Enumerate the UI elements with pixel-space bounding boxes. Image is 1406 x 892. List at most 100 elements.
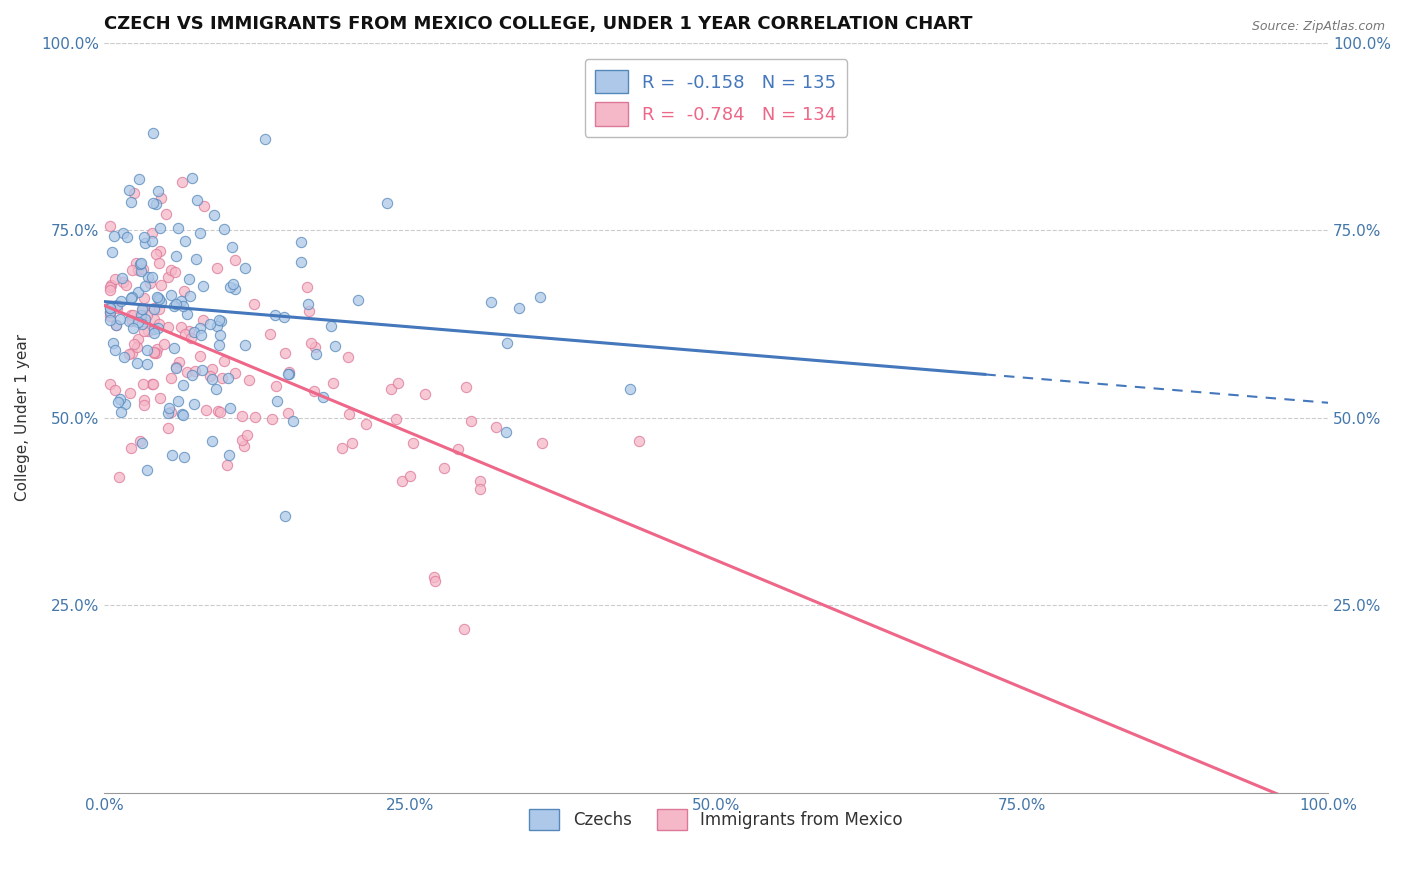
Point — [143, 301, 166, 316]
Point — [146, 291, 169, 305]
Point — [194, 403, 217, 417]
Point — [337, 407, 360, 421]
Point — [128, 257, 150, 271]
Point — [163, 299, 186, 313]
Point — [103, 383, 125, 397]
Point — [218, 401, 240, 415]
Point — [243, 297, 266, 311]
Point — [340, 436, 363, 450]
Point — [167, 220, 190, 235]
Point — [208, 313, 231, 327]
Point — [264, 379, 287, 393]
Point — [131, 317, 153, 331]
Point — [179, 289, 201, 303]
Point — [132, 324, 155, 338]
Point — [211, 371, 233, 385]
Point — [105, 298, 128, 312]
Point — [110, 294, 132, 309]
Point — [193, 312, 215, 326]
Point — [207, 404, 229, 418]
Point — [118, 184, 141, 198]
Point — [160, 262, 183, 277]
Point — [122, 186, 145, 200]
Point — [232, 439, 254, 453]
Point — [330, 441, 353, 455]
Point — [322, 376, 344, 391]
Point — [485, 420, 508, 434]
Point — [165, 265, 187, 279]
Point — [159, 288, 181, 302]
Point — [142, 346, 165, 360]
Point — [177, 272, 200, 286]
Point — [304, 384, 326, 398]
Point — [143, 312, 166, 326]
Point — [145, 346, 167, 360]
Point — [141, 226, 163, 240]
Point — [173, 284, 195, 298]
Point — [172, 377, 194, 392]
Point — [120, 441, 142, 455]
Point — [217, 458, 239, 472]
Point — [224, 282, 246, 296]
Point — [304, 340, 326, 354]
Point — [205, 382, 228, 396]
Point — [127, 332, 149, 346]
Point — [136, 343, 159, 357]
Point — [181, 368, 204, 383]
Point — [141, 270, 163, 285]
Point — [148, 320, 170, 334]
Point — [619, 382, 641, 396]
Point — [134, 311, 156, 326]
Point — [160, 371, 183, 385]
Point — [212, 353, 235, 368]
Point — [188, 349, 211, 363]
Point — [235, 427, 257, 442]
Point — [413, 387, 436, 401]
Point — [468, 475, 491, 489]
Point — [112, 275, 135, 289]
Point — [205, 261, 228, 276]
Point — [167, 354, 190, 368]
Point — [186, 252, 208, 267]
Point — [157, 406, 180, 420]
Point — [131, 302, 153, 317]
Point — [198, 318, 221, 332]
Point — [146, 290, 169, 304]
Point — [297, 304, 319, 318]
Point — [132, 398, 155, 412]
Point — [160, 448, 183, 462]
Point — [142, 377, 165, 392]
Point — [190, 362, 212, 376]
Point — [529, 290, 551, 304]
Point — [299, 335, 322, 350]
Y-axis label: College, Under 1 year: College, Under 1 year — [15, 334, 30, 501]
Point — [149, 244, 172, 258]
Point — [380, 382, 402, 396]
Point — [121, 290, 143, 304]
Point — [209, 314, 232, 328]
Point — [105, 318, 128, 333]
Point — [188, 226, 211, 240]
Point — [181, 171, 204, 186]
Point — [148, 292, 170, 306]
Point — [170, 176, 193, 190]
Point — [98, 313, 121, 327]
Point — [165, 297, 187, 311]
Point — [156, 269, 179, 284]
Point — [131, 301, 153, 316]
Point — [209, 328, 232, 343]
Point — [134, 291, 156, 305]
Point — [290, 235, 312, 249]
Point — [172, 299, 194, 313]
Point — [399, 469, 422, 483]
Point — [321, 318, 343, 333]
Point — [165, 361, 187, 376]
Legend: Czechs, Immigrants from Mexico: Czechs, Immigrants from Mexico — [523, 802, 910, 837]
Point — [129, 434, 152, 448]
Point — [165, 249, 187, 263]
Point — [200, 368, 222, 383]
Point — [118, 347, 141, 361]
Point — [167, 394, 190, 409]
Point — [105, 301, 128, 315]
Point — [391, 475, 413, 489]
